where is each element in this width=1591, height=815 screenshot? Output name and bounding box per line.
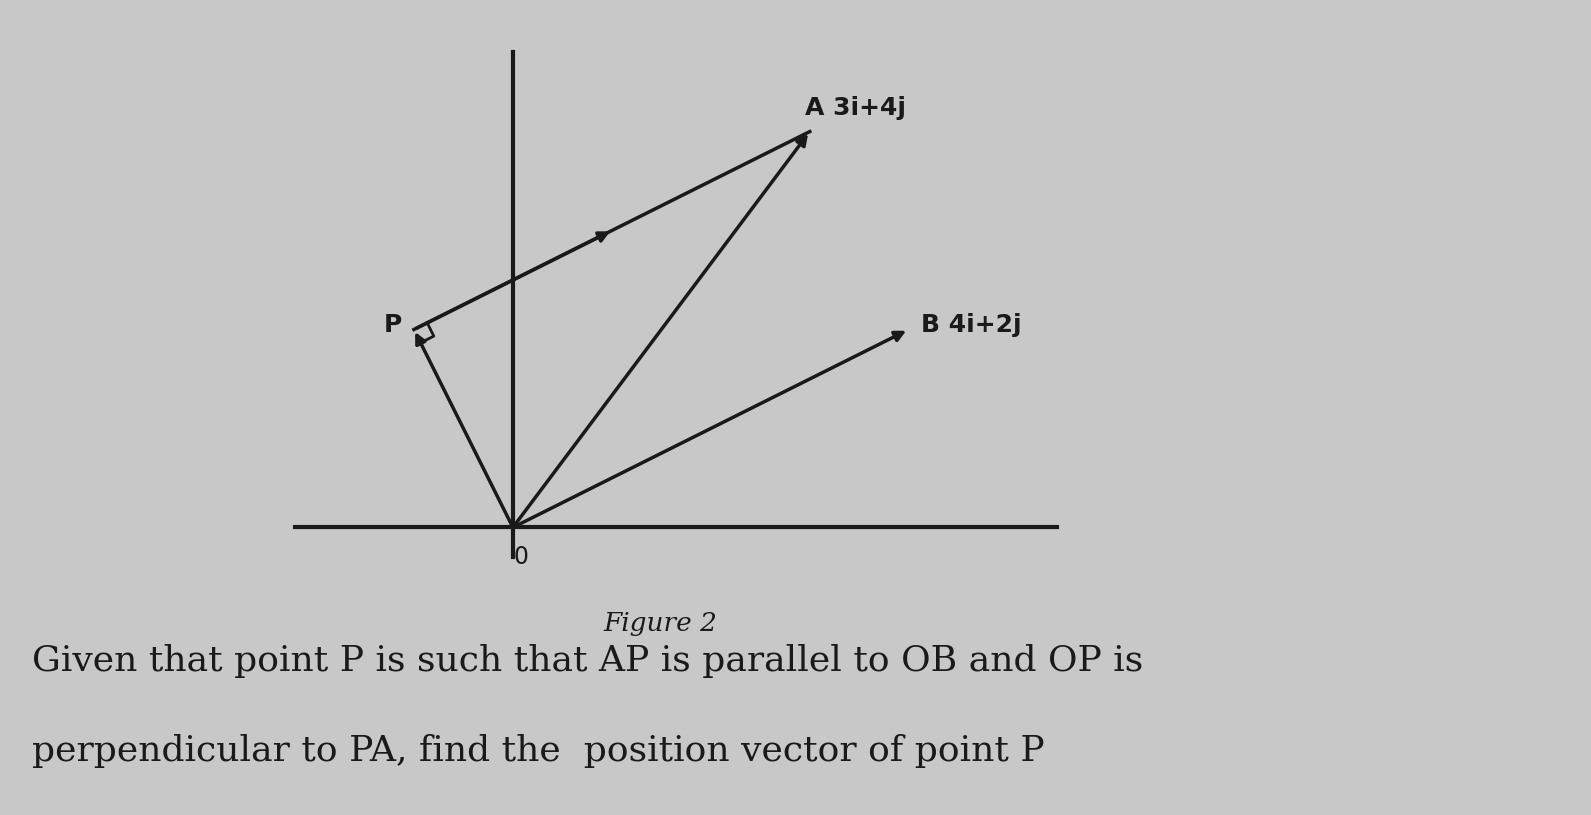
Text: Figure 2: Figure 2 — [603, 611, 718, 637]
Text: P: P — [383, 312, 403, 337]
Text: A 3i+4j: A 3i+4j — [805, 95, 905, 120]
Text: 0: 0 — [514, 545, 528, 569]
Text: Given that point P is such that AP is parallel to OB and OP is: Given that point P is such that AP is pa… — [32, 644, 1142, 678]
Text: B 4i+2j: B 4i+2j — [921, 312, 1021, 337]
Text: perpendicular to PA, find the  position vector of point P: perpendicular to PA, find the position v… — [32, 734, 1044, 768]
